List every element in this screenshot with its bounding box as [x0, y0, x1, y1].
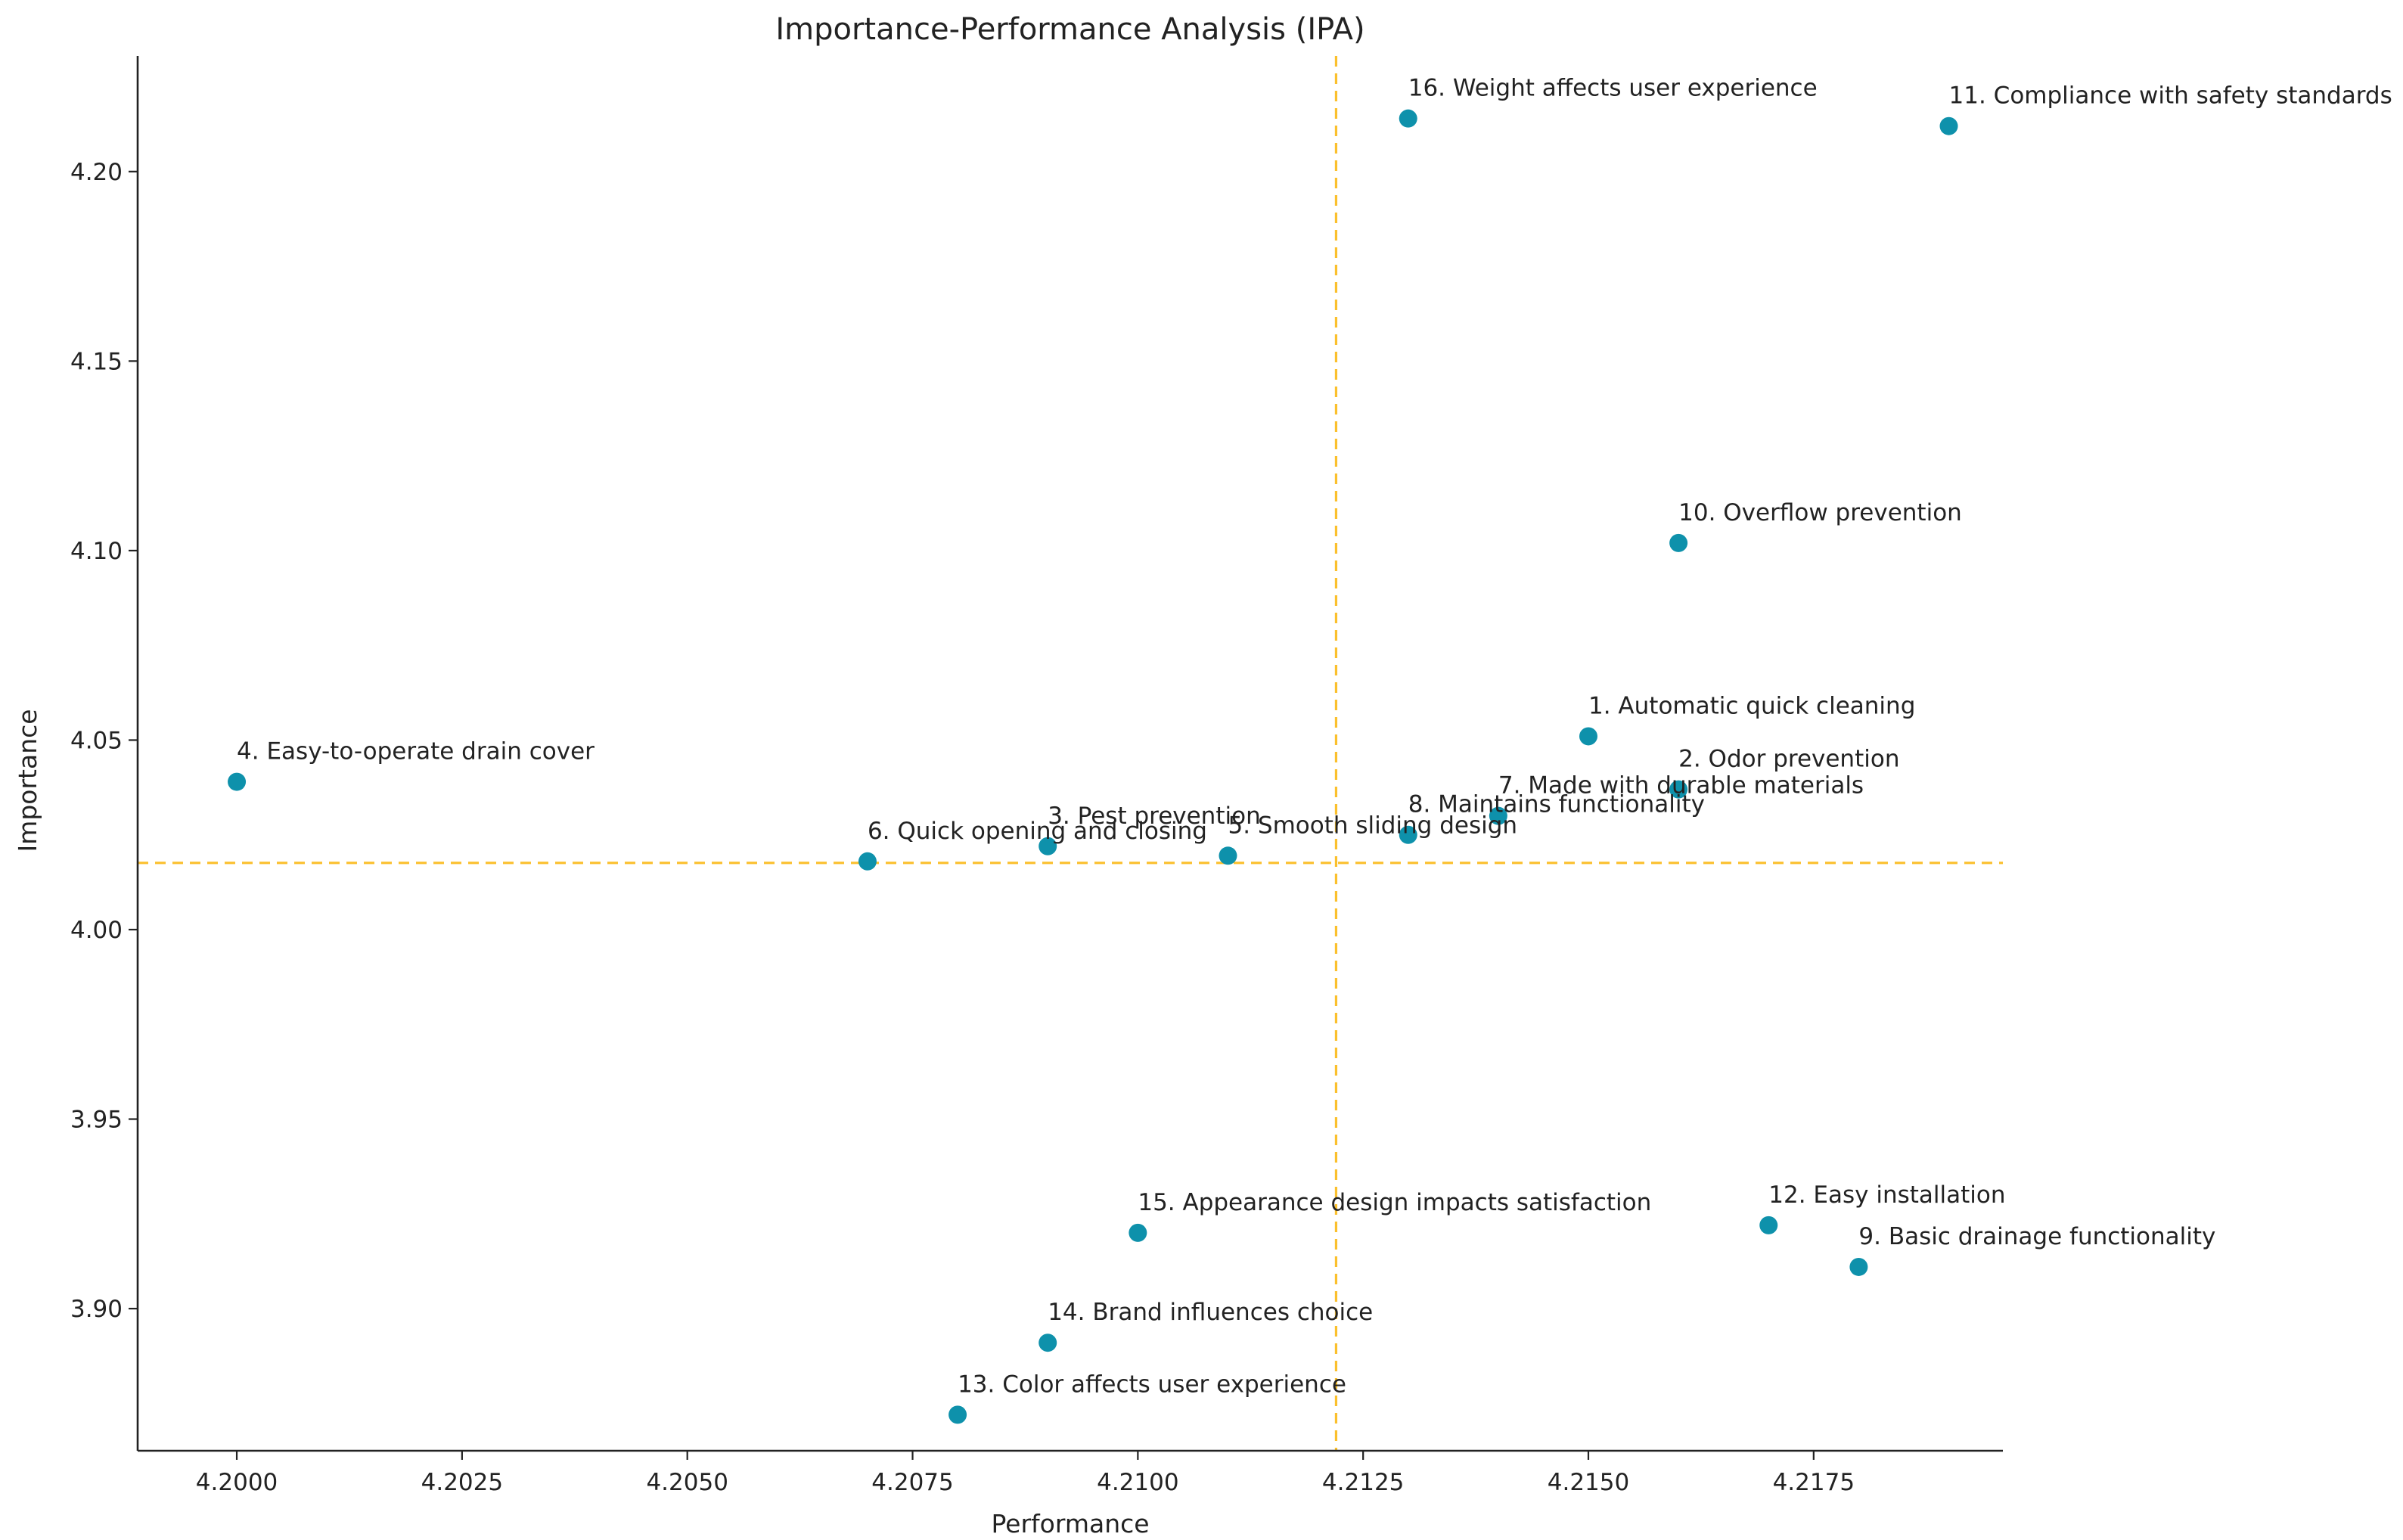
point-label: 10. Overflow prevention: [1678, 499, 1962, 526]
data-point: [228, 772, 247, 791]
y-tick-label: 4.05: [70, 727, 123, 754]
data-point: [1759, 1216, 1778, 1234]
point-label: 13. Color affects user experience: [958, 1371, 1346, 1398]
data-point: [948, 1405, 967, 1424]
point-labels: 1. Automatic quick cleaning 2. Odor preve…: [237, 75, 2392, 1399]
data-point: [1039, 1334, 1057, 1352]
data-point: [1669, 780, 1688, 799]
x-tick-label: 4.2125: [1322, 1469, 1404, 1496]
x-tick-label: 4.2050: [646, 1469, 728, 1496]
y-axis-ticks: 3.90 3.95 4.00 4.05 4.10 4.15 4.20: [70, 159, 138, 1323]
data-point: [858, 852, 877, 871]
y-tick-label: 4.15: [70, 348, 123, 375]
data-points: [228, 109, 1958, 1424]
point-label: 2. Odor prevention: [1678, 746, 1899, 773]
y-tick-label: 3.90: [70, 1296, 123, 1323]
point-label: 14. Brand influences choice: [1048, 1299, 1373, 1326]
data-point: [1939, 116, 1958, 135]
x-tick-label: 4.2025: [421, 1469, 503, 1496]
x-tick-label: 4.2000: [196, 1469, 278, 1496]
point-label: 4. Easy-to-operate drain cover: [237, 738, 595, 765]
data-point: [1219, 846, 1237, 865]
x-axis-ticks: 4.2000 4.2025 4.2050 4.2075 4.2100 4.2125 4.21…: [196, 1451, 1855, 1496]
y-tick-label: 3.95: [70, 1107, 123, 1134]
data-point: [1669, 533, 1688, 552]
point-label: 5. Smooth sliding design: [1228, 812, 1517, 839]
point-label: 12. Easy installation: [1768, 1181, 2005, 1209]
point-label: 1. Automatic quick cleaning: [1588, 692, 1915, 719]
point-label: 11. Compliance with safety standards: [1949, 82, 2392, 110]
x-tick-label: 4.2175: [1773, 1469, 1855, 1496]
point-label: 6. Quick opening and closing: [868, 818, 1207, 845]
x-tick-label: 4.2075: [871, 1469, 953, 1496]
data-point: [1039, 837, 1057, 855]
y-tick-label: 4.10: [70, 538, 123, 565]
x-tick-label: 4.2150: [1548, 1469, 1629, 1496]
y-tick-label: 4.00: [70, 917, 123, 944]
y-axis-label: Importance: [13, 709, 42, 852]
data-point: [1849, 1257, 1868, 1276]
y-tick-label: 4.20: [70, 159, 123, 186]
data-point: [1129, 1223, 1147, 1242]
point-label: 16. Weight affects user experience: [1408, 75, 1818, 102]
point-label: 8. Maintains functionality: [1408, 791, 1705, 818]
data-point: [1399, 109, 1417, 128]
data-point: [1489, 806, 1507, 825]
data-point: [1579, 727, 1597, 746]
point-label: 9. Basic drainage functionality: [1858, 1223, 2215, 1250]
data-point: [1399, 825, 1417, 844]
chart-title: Importance-Performance Analysis (IPA): [775, 12, 1364, 47]
x-tick-label: 4.2100: [1097, 1469, 1178, 1496]
x-axis-label: Performance: [991, 1509, 1149, 1538]
point-label: 7. Made with durable materials: [1498, 772, 1864, 799]
mean-lines: [138, 56, 2003, 1451]
point-label: 3. Pest prevention: [1048, 803, 1261, 830]
point-label: 15. Appearance design impacts satisfacti…: [1138, 1189, 1651, 1216]
